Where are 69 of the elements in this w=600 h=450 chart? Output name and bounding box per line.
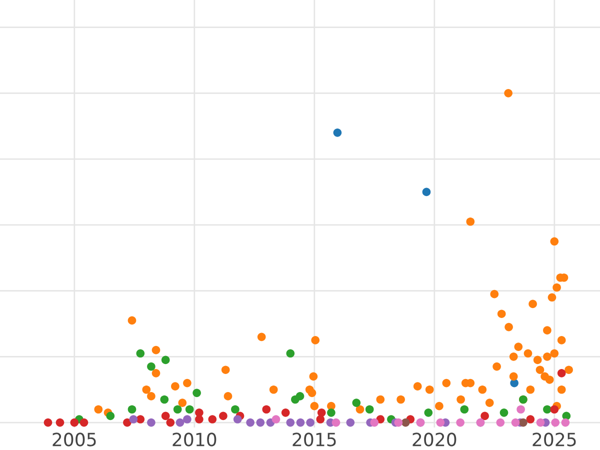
point — [44, 418, 52, 427]
point — [480, 412, 489, 420]
x-tick-label: 2005 — [52, 432, 96, 446]
point — [256, 418, 265, 427]
point — [519, 418, 528, 427]
point — [346, 418, 355, 427]
point — [176, 418, 184, 427]
point — [147, 418, 156, 427]
point — [106, 412, 115, 420]
point — [526, 415, 535, 424]
point — [136, 349, 145, 358]
point — [352, 398, 361, 407]
point — [296, 392, 304, 400]
x-tick-label: 2015 — [292, 432, 336, 446]
point — [129, 415, 138, 424]
point — [160, 395, 169, 404]
point — [365, 405, 374, 414]
point — [296, 418, 305, 427]
point — [136, 415, 145, 424]
point — [219, 412, 228, 420]
point — [208, 415, 217, 424]
point — [161, 356, 170, 364]
point — [516, 405, 525, 414]
point — [511, 418, 520, 427]
point — [394, 418, 403, 427]
point — [123, 418, 132, 427]
point — [272, 415, 280, 424]
point — [166, 418, 175, 427]
point — [456, 418, 464, 427]
point — [262, 405, 271, 414]
point — [231, 405, 240, 414]
point — [192, 388, 201, 398]
x-tick-label: 2010 — [172, 432, 216, 446]
point — [333, 128, 342, 137]
point — [561, 418, 570, 427]
point — [246, 418, 254, 427]
point — [332, 418, 340, 427]
point — [550, 405, 559, 414]
point — [185, 405, 194, 414]
point — [436, 418, 445, 427]
point — [195, 415, 204, 424]
point — [424, 408, 433, 417]
point — [500, 408, 508, 417]
point — [460, 405, 469, 414]
point — [128, 405, 136, 414]
point — [286, 418, 295, 427]
point — [281, 408, 290, 417]
point — [183, 415, 192, 424]
point — [80, 418, 88, 427]
point — [147, 362, 156, 371]
point — [401, 418, 410, 427]
point — [422, 188, 431, 196]
point — [233, 415, 242, 424]
point — [536, 418, 545, 427]
point — [370, 418, 379, 427]
point — [306, 418, 314, 427]
point — [551, 418, 560, 427]
point — [161, 412, 170, 420]
point — [327, 408, 336, 417]
x-tick-label: 2025 — [532, 432, 576, 446]
point — [286, 349, 295, 358]
point — [543, 405, 552, 414]
point — [496, 418, 505, 427]
x-tick-label: 2020 — [412, 432, 456, 446]
point — [557, 368, 566, 378]
point — [70, 418, 79, 427]
point — [173, 405, 182, 414]
point — [317, 408, 326, 417]
point — [56, 418, 64, 427]
